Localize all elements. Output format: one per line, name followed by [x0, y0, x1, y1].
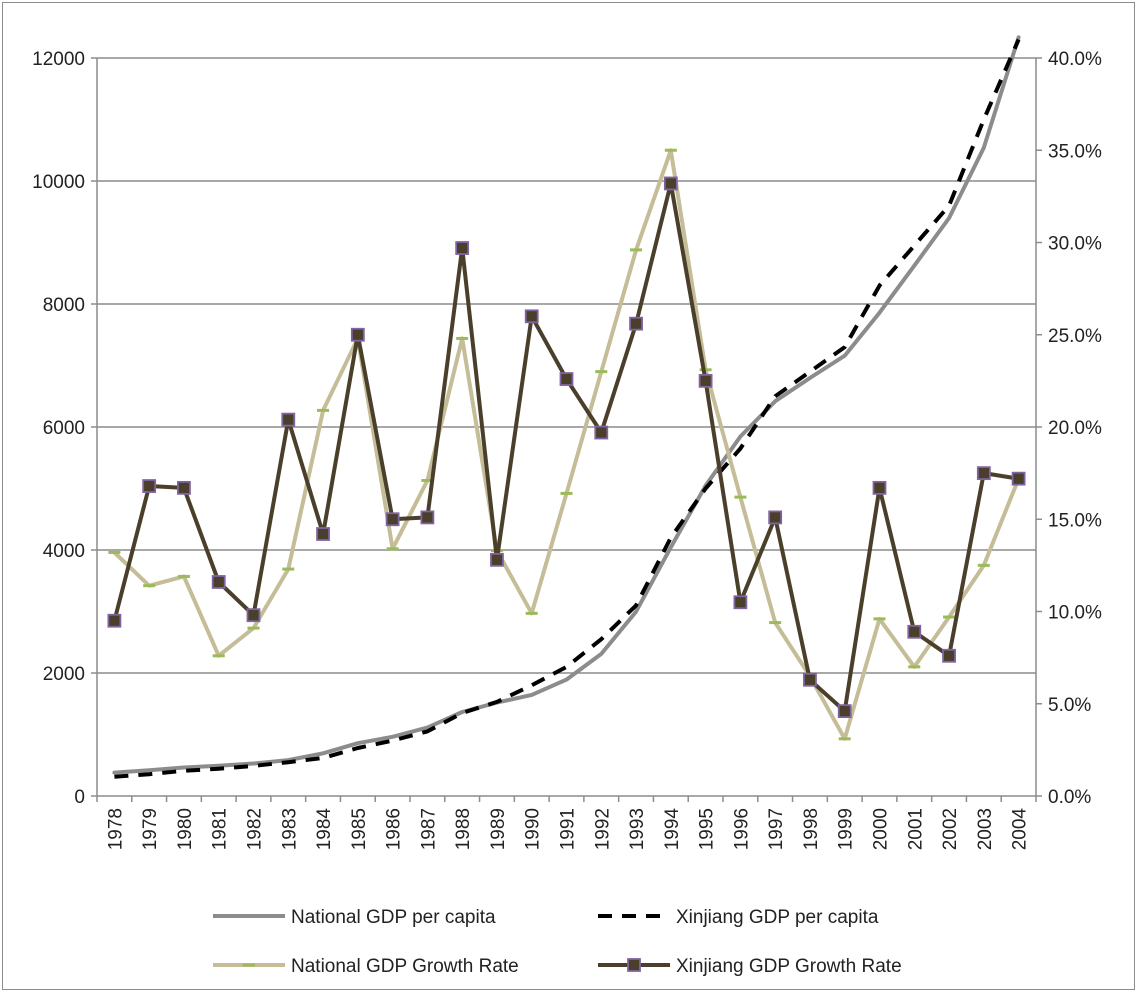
xinjiang-growth-marker: [350, 327, 365, 342]
series-line-2: [112, 148, 1021, 741]
series-line-0: [112, 35, 1021, 775]
series-lines: [107, 35, 1026, 779]
left-tick-label: 2000: [43, 664, 85, 685]
right-tick-label: 30.0%: [1048, 234, 1102, 255]
left-tick-label: 10000: [32, 172, 85, 193]
right-tick-label: 0.0%: [1048, 787, 1091, 808]
xinjiang-growth-marker: [385, 512, 400, 527]
x-tick-label: 2000: [871, 808, 892, 850]
xinjiang-growth-marker: [733, 595, 748, 610]
x-tick-label: 2004: [1010, 808, 1031, 851]
legend-marker: [627, 958, 641, 972]
xinjiang-growth-marker: [663, 176, 678, 191]
xinjiang-growth-marker: [490, 552, 504, 567]
x-tick-label: 1989: [488, 808, 509, 850]
right-tick-label: 40.0%: [1048, 49, 1102, 70]
xinjiang-growth-marker: [942, 648, 956, 663]
xinjiang-growth-marker: [976, 466, 991, 481]
xinjiang-growth-marker: [907, 624, 922, 639]
xinjiang-growth-marker: [211, 575, 226, 589]
legend-label-1: Xinjiang GDP per capita: [676, 907, 879, 928]
x-tick-label: 2001: [905, 808, 926, 850]
xinjiang-growth-marker: [281, 412, 296, 427]
right-axis-ticks: 0.0% 5.0% 10.0% 15.0% 20.0% 25.0% 30.0% 35.0% 40…: [1036, 49, 1102, 808]
xinjiang-growth-marker: [803, 672, 817, 687]
xinjiang-growth-marker: [629, 316, 643, 331]
x-tick-label: 1997: [766, 808, 787, 850]
x-tick-label: 1981: [210, 808, 231, 850]
x-tick-label: 1978: [105, 808, 126, 850]
x-tick-label: 1985: [349, 808, 370, 850]
x-tick-label: 1982: [245, 808, 266, 850]
xinjiang-growth-marker: [559, 372, 574, 386]
right-tick-label: 15.0%: [1048, 510, 1102, 531]
x-tick-label: 1999: [836, 808, 857, 850]
legend-label-2: National GDP Growth Rate: [291, 956, 519, 977]
x-tick-label: 1987: [418, 808, 439, 850]
xinjiang-growth-marker: [107, 613, 122, 628]
legend: National GDP per capita Xinjiang GDP per …: [213, 907, 902, 977]
x-tick-label: 1990: [523, 808, 544, 850]
xinjiang-growth-marker: [594, 425, 609, 440]
x-axis-ticks: 1978 1979 1980 1981 1982 1983 1984 1985 1986 1987…: [96, 796, 1037, 851]
x-tick-label: 1998: [801, 808, 822, 850]
x-tick-label: 1995: [697, 808, 718, 850]
xinjiang-growth-marker: [1011, 471, 1026, 486]
gdp-chart: 0 2000 4000 6000 8000 10000 12000 0.0% 5.0% 10.0…: [32, 35, 1102, 977]
x-tick-label: 1980: [175, 808, 196, 850]
x-tick-label: 1986: [384, 808, 405, 850]
x-tick-label: 2002: [940, 808, 961, 850]
x-tick-label: 1994: [662, 808, 683, 851]
xinjiang-growth-marker: [177, 480, 191, 495]
xinjiang-growth-marker: [698, 373, 713, 388]
right-tick-label: 35.0%: [1048, 141, 1102, 162]
left-tick-label: 8000: [43, 295, 85, 316]
xinjiang-growth-marker: [872, 480, 887, 495]
left-tick-label: 0: [74, 787, 85, 808]
x-tick-label: 1983: [279, 808, 300, 850]
xinjiang-growth-marker: [246, 608, 261, 623]
x-tick-label: 1984: [314, 808, 335, 851]
legend-label-3: Xinjiang GDP Growth Rate: [676, 956, 902, 977]
x-tick-label: 1979: [140, 808, 161, 850]
gridlines: [97, 57, 1036, 674]
series-line-1: [114, 38, 1021, 779]
x-tick-label: 2003: [975, 808, 996, 850]
left-axis-ticks: 0 2000 4000 6000 8000 10000 12000: [32, 49, 97, 808]
x-tick-label: 1996: [731, 808, 752, 850]
right-tick-label: 20.0%: [1048, 418, 1102, 439]
x-tick-label: 1991: [558, 808, 579, 850]
legend-label-0: National GDP per capita: [291, 907, 496, 928]
left-tick-label: 4000: [43, 541, 85, 562]
xinjiang-growth-marker: [768, 510, 783, 525]
right-tick-label: 5.0%: [1048, 695, 1091, 716]
xinjiang-growth-marker: [455, 241, 470, 255]
xinjiang-growth-marker: [524, 309, 539, 324]
xinjiang-growth-marker: [837, 704, 852, 719]
x-tick-label: 1992: [592, 808, 613, 850]
left-tick-label: 6000: [43, 418, 85, 439]
x-tick-label: 1993: [627, 808, 648, 850]
xinjiang-growth-marker: [420, 510, 435, 525]
right-tick-label: 25.0%: [1048, 326, 1102, 347]
left-tick-label: 12000: [32, 49, 85, 70]
right-tick-label: 10.0%: [1048, 603, 1102, 624]
xinjiang-growth-marker: [142, 479, 157, 493]
x-tick-label: 1988: [453, 808, 474, 850]
xinjiang-growth-marker: [316, 527, 330, 541]
